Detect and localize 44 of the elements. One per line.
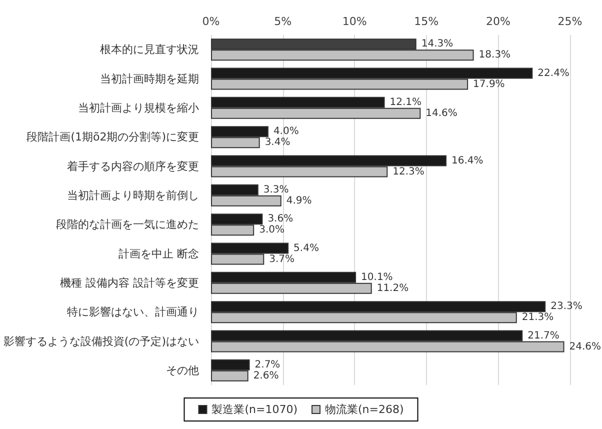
y-tick-label: 当初計画より規模を縮小 [78,101,199,114]
data-label: 3.6% [268,214,294,225]
legend-label: 物流業(n=268) [325,403,404,416]
x-tick-label: 10% [342,15,367,28]
data-label: 2.6% [253,370,279,382]
y-tick-label: 根本的に見直す状況 [100,43,199,56]
data-label: 17.9% [473,78,505,90]
data-label: 18.3% [478,50,511,61]
y-tick-label: 影響するような設備投資(の予定)はない [3,334,199,348]
data-label: 21.7% [528,330,560,342]
y-tick-label: 特に影響はない、計画通り [67,306,199,319]
data-label: 14.6% [426,108,458,119]
data-label: 10.1% [361,272,393,283]
data-label: 22.4% [538,68,570,79]
data-label: 12.3% [392,166,424,178]
data-label: 11.2% [376,282,409,294]
data-label: 21.3% [522,312,554,324]
y-tick-label: 当初計画より時期を前倒し [67,188,199,202]
x-tick-label: 5% [274,15,292,28]
data-label: 4.9% [286,195,312,206]
data-label: 3.3% [263,184,289,196]
legend-label: 製造業(n=1070) [212,403,298,416]
x-tick-label: 15% [414,15,439,28]
y-tick-label: 着手する内容の順序を変更 [67,160,199,173]
data-label: 23.3% [550,301,582,312]
data-label: 14.3% [421,38,454,50]
y-tick-label: 計画を中止 断念 [118,247,199,260]
y-tick-label: その他 [166,364,199,377]
data-label: 5.4% [294,242,319,254]
data-label: 2.7% [254,359,280,370]
data-label: 3.7% [269,254,295,265]
y-tick-label: 機種 設備内容 設計等を変更 [60,276,199,290]
data-label: 3.4% [264,137,290,148]
x-tick-label: 0% [202,15,220,28]
data-label: 4.0% [273,126,299,138]
y-tick-label: 段階計画(1期õ2期の分割等)に変更 [26,130,199,144]
data-label: 16.4% [452,155,484,166]
y-tick-label: 段階的な計画を一気に進めた [56,218,199,232]
data-label: 24.6% [569,341,602,352]
y-tick-label: 当初計画時期を延期 [100,72,199,86]
x-tick-label: 25% [558,15,582,28]
x-tick-label: 20% [486,15,510,28]
data-label: 12.1% [390,96,422,108]
data-label: 3.0% [259,224,284,236]
